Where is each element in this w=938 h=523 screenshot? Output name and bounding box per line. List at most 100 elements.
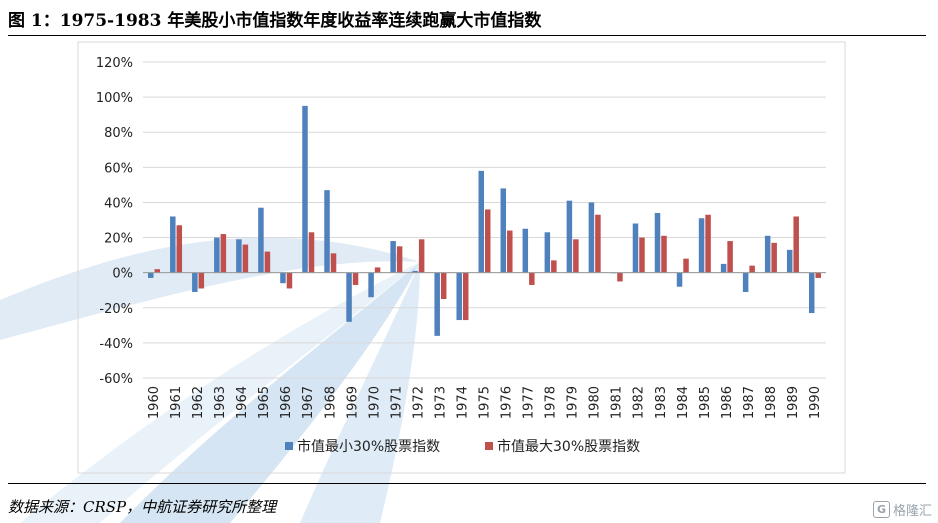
bar-large-cap — [352, 272, 359, 285]
y-tick-label: -20% — [99, 302, 133, 317]
x-tick-label: 1977 — [522, 386, 537, 419]
bar-large-cap — [440, 272, 447, 299]
bar-large-cap — [308, 232, 315, 273]
y-tick-label: 80% — [104, 126, 133, 141]
x-tick-label: 1962 — [191, 386, 206, 419]
bar-small-cap — [302, 105, 308, 273]
bar-small-cap — [742, 272, 749, 292]
x-tick-label: 1975 — [478, 386, 493, 419]
figure-title: 图 1：1975-1983 年美股小市值指数年度收益率连续跑赢大市值指数 — [8, 11, 542, 31]
legend-label: 市值最小30%股票指数 — [297, 438, 440, 455]
bar-small-cap — [170, 216, 176, 273]
source-rule — [8, 483, 926, 484]
bar-large-cap — [551, 260, 557, 273]
x-tick-label: 1974 — [455, 386, 470, 419]
bar-small-cap — [676, 272, 683, 287]
x-tick-label: 1983 — [654, 386, 669, 419]
bar-small-cap — [500, 188, 507, 273]
y-tick-label: 0% — [112, 267, 133, 282]
bar-small-cap — [478, 170, 484, 273]
x-tick-label: 1964 — [235, 386, 250, 419]
bar-small-cap — [544, 232, 551, 273]
bar-small-cap — [346, 272, 352, 322]
bar-small-cap — [280, 272, 286, 284]
y-tick-label: -40% — [99, 337, 133, 352]
x-tick-label: 1961 — [169, 386, 184, 419]
bar-small-cap — [698, 218, 705, 273]
bar-small-cap — [632, 223, 639, 273]
watermark-logo-icon: G — [872, 501, 890, 518]
gridlines — [143, 61, 826, 379]
x-tick-label: 1965 — [257, 386, 272, 419]
x-tick-label: 1987 — [742, 386, 757, 419]
bar-large-cap — [573, 239, 579, 273]
bar-small-cap — [720, 263, 727, 273]
bar-large-cap — [396, 246, 403, 273]
y-tick-label: 100% — [96, 91, 133, 106]
bar-small-cap — [456, 272, 462, 321]
x-tick-label: 1967 — [301, 386, 316, 419]
x-tick-label: 1971 — [389, 386, 404, 419]
bar-small-cap — [258, 207, 264, 273]
bar-large-cap — [485, 209, 491, 273]
x-tick-label: 1968 — [323, 386, 338, 419]
x-tick-label: 1963 — [213, 386, 228, 419]
bar-large-cap — [507, 230, 513, 273]
bar-small-cap — [324, 190, 330, 273]
bar-small-cap — [192, 272, 198, 292]
legend: 市值最小30%股票指数 市值最大30%股票指数 — [285, 438, 640, 455]
background-swoosh — [0, 237, 420, 523]
x-axis-ticks: 1960 1961 1962 1963 1964 1965 1966 1967 1968 1969… — [147, 386, 823, 419]
x-tick-label: 1981 — [610, 386, 625, 419]
x-tick-label: 1990 — [808, 386, 823, 419]
bar-large-cap — [727, 241, 733, 273]
x-tick-label: 1979 — [566, 386, 581, 419]
bar-large-cap — [220, 234, 227, 273]
bar-large-cap — [154, 269, 161, 273]
bar-large-cap — [771, 242, 777, 273]
bar-large-cap — [749, 265, 755, 273]
bar-large-cap — [705, 214, 711, 273]
bar-large-cap — [683, 258, 689, 273]
bar-small-cap — [566, 200, 573, 273]
x-tick-label: 1980 — [588, 386, 603, 419]
y-tick-label: -60% — [99, 372, 133, 387]
bar-large-cap — [286, 272, 293, 289]
bar-small-cap — [236, 239, 242, 273]
legend-swatch — [285, 442, 293, 450]
bar-large-cap — [661, 235, 667, 273]
bar-small-cap — [412, 270, 418, 273]
x-tick-label: 1976 — [500, 386, 515, 419]
x-tick-label: 1988 — [764, 386, 779, 419]
y-tick-label: 120% — [96, 56, 133, 71]
bar-large-cap — [617, 272, 623, 282]
x-tick-label: 1960 — [147, 386, 162, 419]
bar-small-cap — [390, 241, 396, 273]
bar-small-cap — [522, 228, 529, 273]
bar-small-cap — [588, 202, 595, 273]
bar-small-cap — [786, 249, 793, 273]
watermark: G 格隆汇 — [872, 500, 932, 519]
bars — [148, 105, 821, 336]
y-tick-label: 20% — [104, 232, 133, 247]
bar-large-cap — [198, 272, 205, 289]
bar-small-cap — [654, 212, 661, 273]
legend-label: 市值最大30%股票指数 — [497, 438, 640, 455]
x-tick-label: 1985 — [698, 386, 713, 419]
bar-small-cap — [764, 235, 771, 273]
bar-large-cap — [793, 216, 799, 273]
bar-large-cap — [418, 239, 425, 273]
bar-large-cap — [462, 272, 469, 321]
watermark-text: 格隆汇 — [892, 504, 932, 519]
bar-small-cap — [148, 272, 154, 278]
bar-small-cap — [368, 272, 374, 298]
y-tick-label: 60% — [104, 161, 133, 176]
x-tick-label: 1986 — [720, 386, 735, 419]
y-axis-ticks: -60% -40% -20% 0% 20% 40% 60% 80% 100% 120% — [96, 56, 133, 387]
bar-small-cap — [808, 272, 815, 314]
x-tick-label: 1970 — [367, 386, 382, 419]
bar-large-cap — [264, 251, 271, 273]
bar-large-cap — [330, 253, 337, 273]
x-tick-label: 1978 — [544, 386, 559, 419]
bar-large-cap — [374, 267, 381, 273]
